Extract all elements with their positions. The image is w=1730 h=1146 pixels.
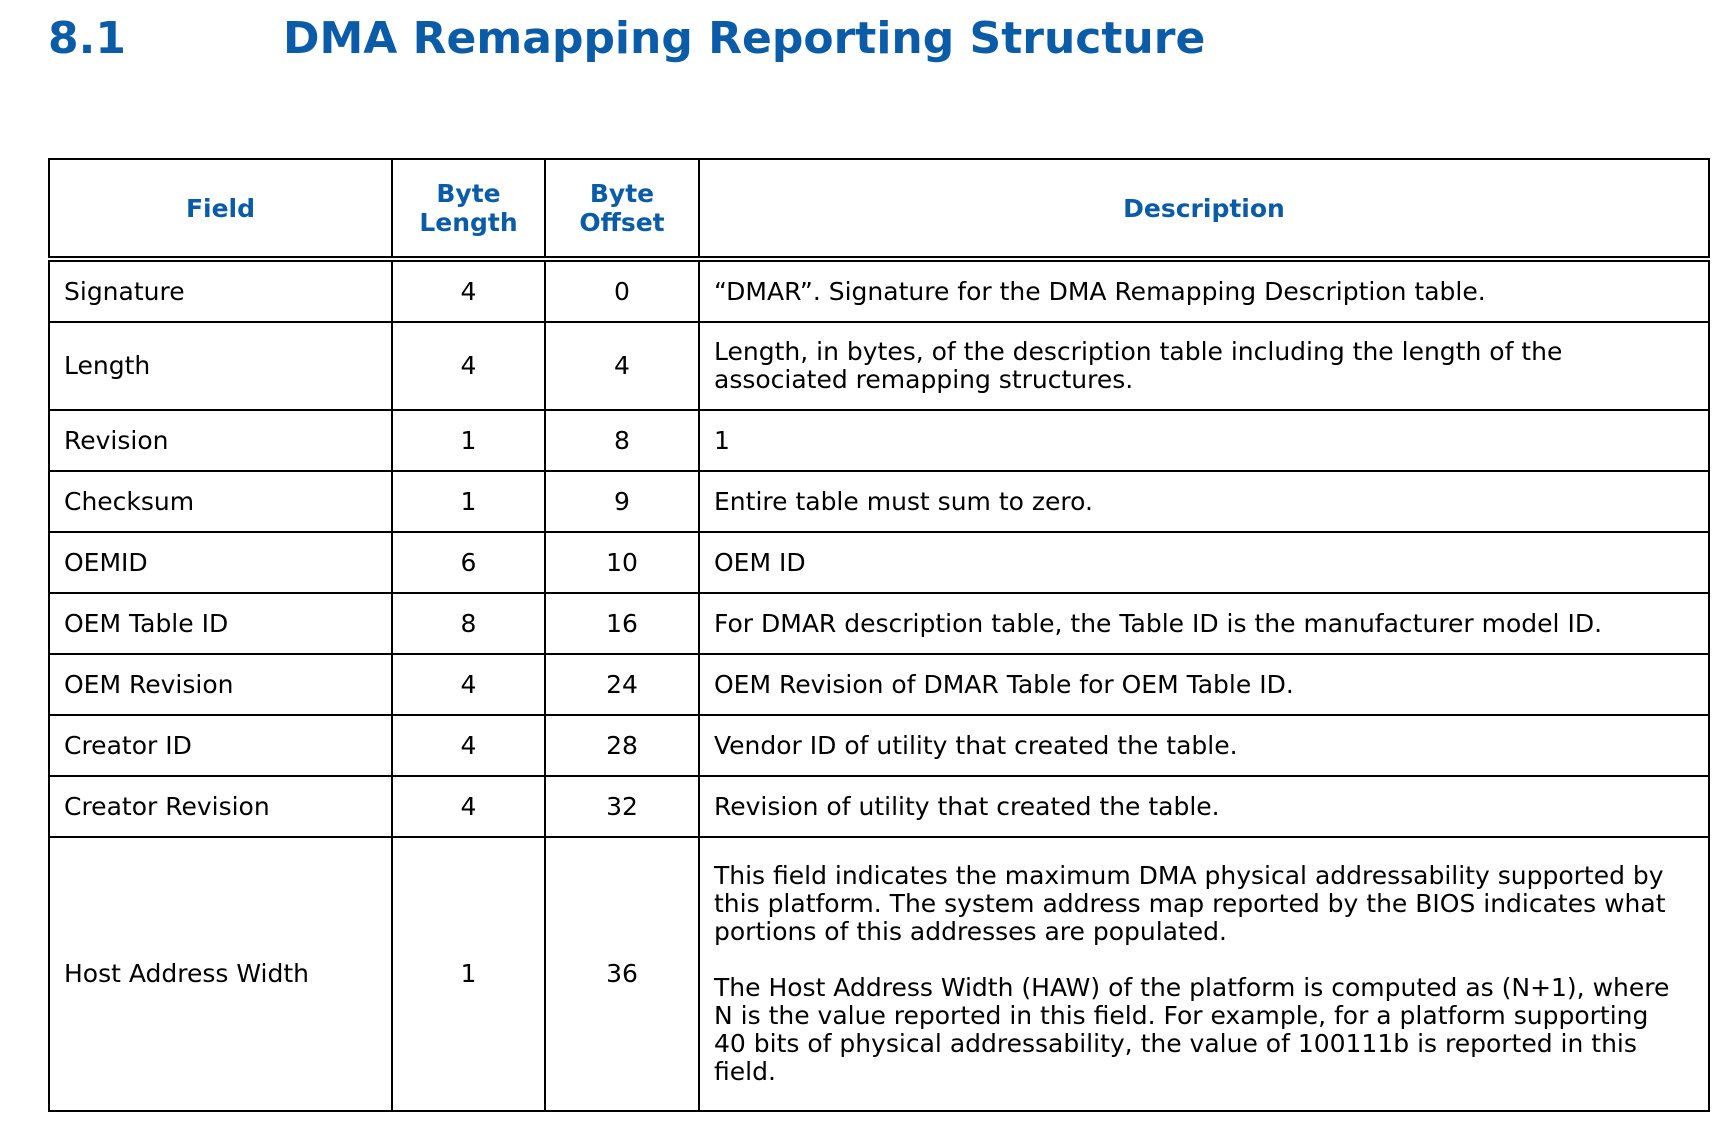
table-row: Signature 4 0 “DMAR”. Signature for the … — [48, 258, 1710, 323]
section-heading: 8.1 DMA Remapping Reporting Structure — [48, 10, 1205, 66]
byte-length-cell: 8 — [391, 592, 546, 655]
field-cell: OEM Revision — [48, 653, 393, 716]
field-cell: Revision — [48, 409, 393, 472]
field-cell: Length — [48, 321, 393, 411]
description-cell: Revision of utility that created the tab… — [698, 775, 1710, 838]
byte-offset-cell: 16 — [544, 592, 700, 655]
header-byte-offset: Byte Offset — [544, 158, 700, 262]
field-cell: OEMID — [48, 531, 393, 594]
paragraph-gap — [714, 946, 1694, 974]
field-cell: Checksum — [48, 470, 393, 533]
byte-length-cell: 4 — [391, 775, 546, 838]
section-number: 8.1 — [48, 12, 126, 64]
description-cell: Vendor ID of utility that created the ta… — [698, 714, 1710, 777]
byte-length-cell: 4 — [391, 321, 546, 411]
byte-offset-cell: 4 — [544, 321, 700, 411]
byte-length-cell: 4 — [391, 258, 546, 323]
description-cell: For DMAR description table, the Table ID… — [698, 592, 1710, 655]
byte-offset-cell: 10 — [544, 531, 700, 594]
table-row: OEM Revision 4 24 OEM Revision of DMAR T… — [48, 653, 1710, 716]
table-row: Host Address Width 1 36 This field indic… — [48, 836, 1710, 1112]
byte-offset-cell: 24 — [544, 653, 700, 716]
field-cell: Creator Revision — [48, 775, 393, 838]
description-cell: OEM ID — [698, 531, 1710, 594]
header-byte-length: Byte Length — [391, 158, 546, 262]
header-description: Description — [698, 158, 1710, 262]
dmar-structure-table: Field Byte Length Byte Offset Descriptio… — [48, 158, 1710, 1112]
byte-length-cell: 1 — [391, 470, 546, 533]
description-cell: 1 — [698, 409, 1710, 472]
byte-offset-cell: 0 — [544, 258, 700, 323]
byte-length-cell: 1 — [391, 409, 546, 472]
byte-offset-cell: 9 — [544, 470, 700, 533]
description-cell: OEM Revision of DMAR Table for OEM Table… — [698, 653, 1710, 716]
table-row: Revision 1 8 1 — [48, 409, 1710, 472]
description-cell: “DMAR”. Signature for the DMA Remapping … — [698, 258, 1710, 323]
description-cell: Entire table must sum to zero. — [698, 470, 1710, 533]
byte-offset-cell: 28 — [544, 714, 700, 777]
table-row: Creator ID 4 28 Vendor ID of utility tha… — [48, 714, 1710, 777]
table-row: Length 4 4 Length, in bytes, of the desc… — [48, 321, 1710, 411]
section-title: DMA Remapping Reporting Structure — [283, 12, 1206, 64]
field-cell: OEM Table ID — [48, 592, 393, 655]
table-row: Checksum 1 9 Entire table must sum to ze… — [48, 470, 1710, 533]
byte-offset-cell: 36 — [544, 836, 700, 1112]
byte-length-cell: 4 — [391, 653, 546, 716]
table-row: OEMID 6 10 OEM ID — [48, 531, 1710, 594]
field-cell: Host Address Width — [48, 836, 393, 1112]
table-row: Creator Revision 4 32 Revision of utilit… — [48, 775, 1710, 838]
header-field: Field — [48, 158, 393, 262]
byte-length-cell: 4 — [391, 714, 546, 777]
table-row: OEM Table ID 8 16 For DMAR description t… — [48, 592, 1710, 655]
byte-offset-cell: 8 — [544, 409, 700, 472]
table-header-row: Field Byte Length Byte Offset Descriptio… — [48, 158, 1710, 262]
byte-length-cell: 1 — [391, 836, 546, 1112]
byte-length-cell: 6 — [391, 531, 546, 594]
field-cell: Creator ID — [48, 714, 393, 777]
field-cell: Signature — [48, 258, 393, 323]
byte-offset-cell: 32 — [544, 775, 700, 838]
description-cell: This field indicates the maximum DMA phy… — [698, 836, 1710, 1112]
description-cell: Length, in bytes, of the description tab… — [698, 321, 1710, 411]
